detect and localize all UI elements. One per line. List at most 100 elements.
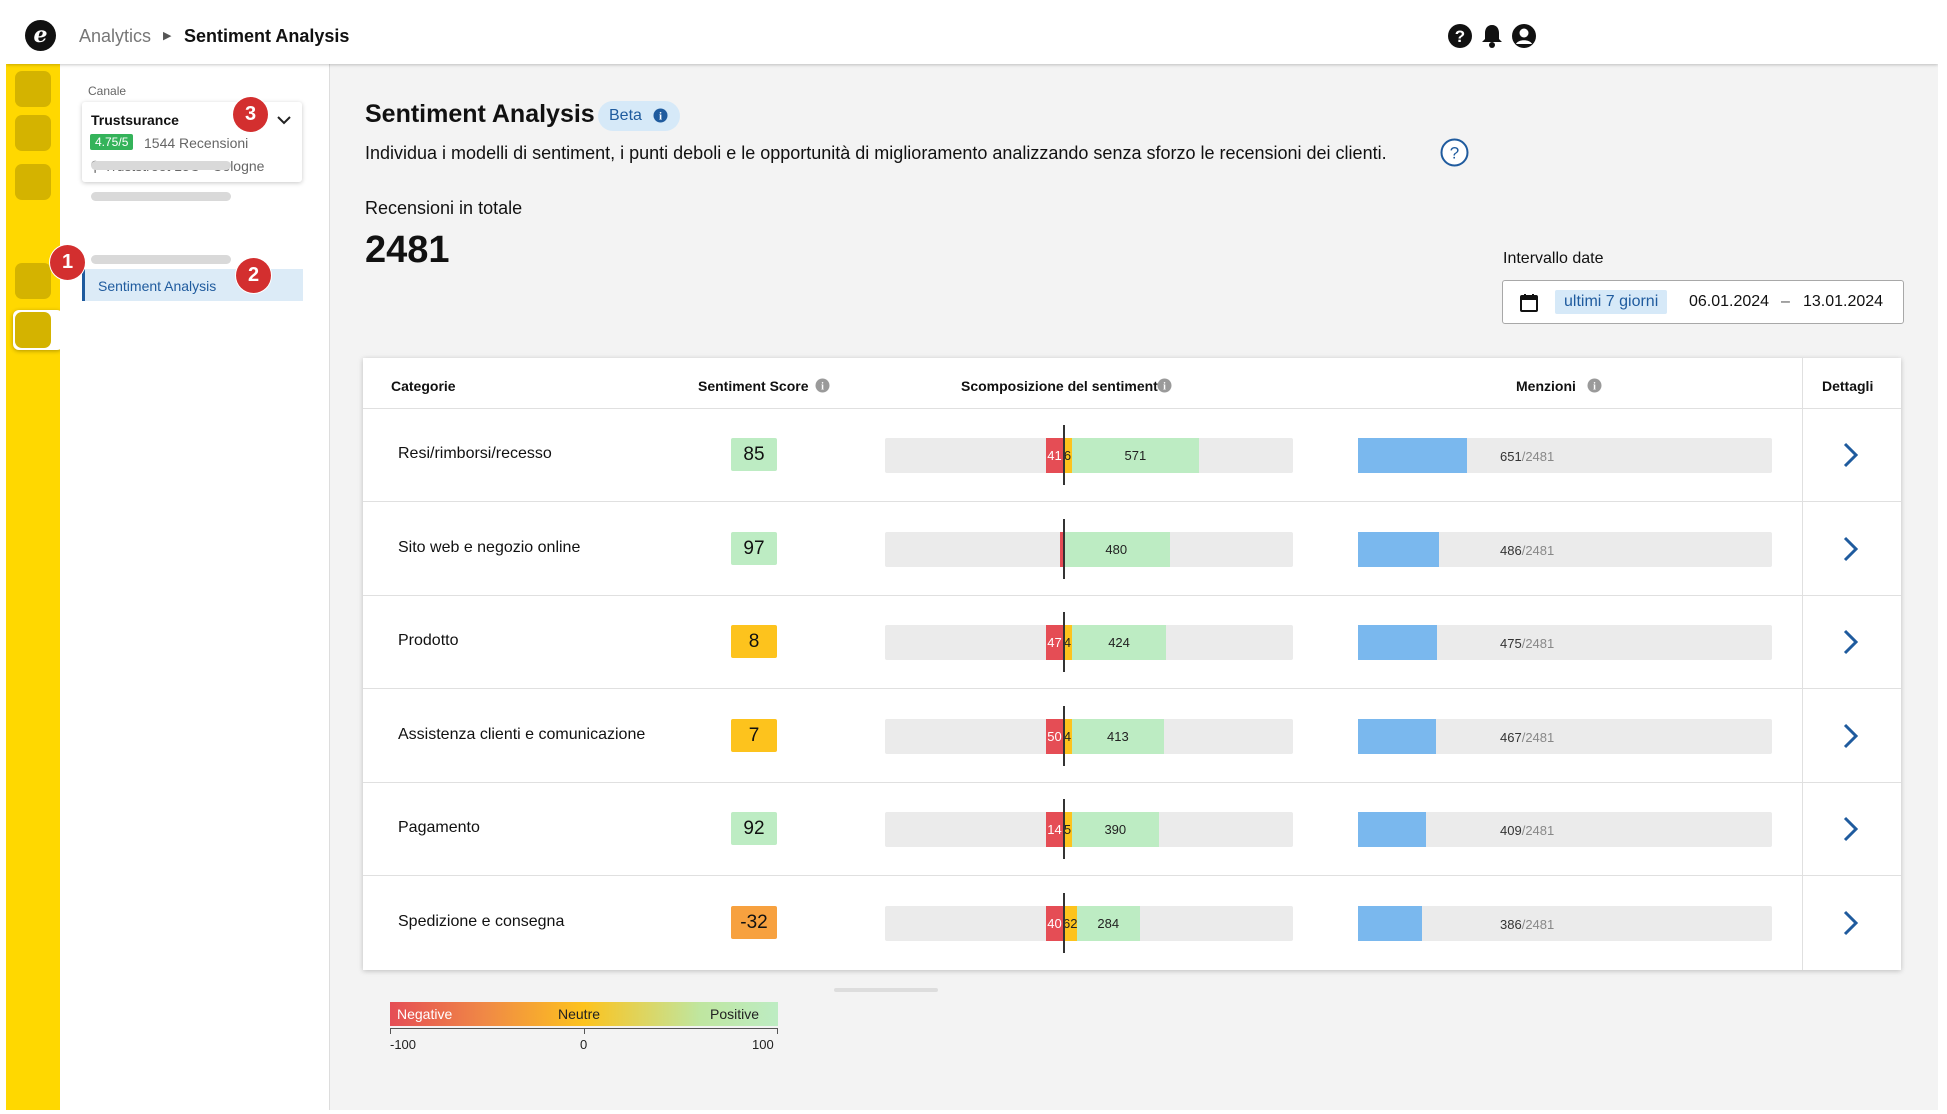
mentions-count: 467 — [1500, 729, 1522, 745]
sentiment-legend: Negative Neutre Positive -100 0 100 — [390, 1002, 778, 1062]
mentions-value: 475/2481 — [1500, 636, 1554, 651]
info-icon[interactable]: i — [1587, 378, 1602, 393]
secondary-sidebar: Canale Trustsurance 4.75/5 1544 Recensio… — [60, 64, 330, 1110]
mentions-total: /2481 — [1521, 823, 1555, 838]
total-reviews-value: 2481 — [365, 229, 450, 271]
svg-text:i: i — [1163, 382, 1166, 393]
sentiment-score-badge: 85 — [731, 438, 777, 471]
nav-item-placeholder[interactable] — [91, 161, 231, 170]
mentions-total-value: 2481 — [1525, 636, 1555, 651]
main-navigation-rail — [6, 64, 63, 1110]
zero-line — [1063, 799, 1065, 859]
mentions-total: /2481 — [1521, 636, 1555, 651]
chevron-right-icon[interactable] — [1840, 440, 1862, 470]
help-circle-icon[interactable]: ? — [1440, 138, 1469, 167]
table-row[interactable]: Spedizione e consegna -32 40 62 284 386/2481 — [363, 877, 1901, 970]
legend-positive: Positive — [710, 1006, 760, 1022]
mentions-total-value: 2481 — [1525, 449, 1555, 464]
mentions-value: 486/2481 — [1500, 543, 1554, 558]
legend-tick — [390, 1028, 391, 1034]
help-icon[interactable]: ? — [1447, 23, 1473, 49]
nav-item-placeholder[interactable] — [91, 255, 231, 264]
table-row[interactable]: Sito web e negozio online 97 480 486/2481 — [363, 503, 1901, 596]
mentions-count: 486 — [1500, 542, 1522, 558]
legend-min: -100 — [390, 1037, 417, 1052]
nav-placeholder-3[interactable] — [15, 164, 51, 200]
neutral-segment: 4 — [1063, 625, 1072, 660]
mentions-total: /2481 — [1521, 449, 1555, 464]
sentiment-score-badge: 97 — [731, 531, 777, 565]
mentions-count: 475 — [1500, 636, 1522, 651]
page-title: Sentiment Analysis — [365, 100, 595, 128]
chevron-down-icon[interactable] — [276, 112, 292, 128]
date-separator: – — [1781, 293, 1790, 310]
column-header-score: Sentiment Score — [698, 378, 809, 394]
info-icon[interactable]: i — [653, 108, 668, 123]
step-badge-3: 3 — [233, 97, 268, 132]
table-row[interactable]: Resi/rimborsi/recesso 85 41 6 571 651/2481 — [363, 409, 1901, 502]
legend-neutral: Neutre — [558, 1006, 601, 1022]
beta-badge[interactable]: Beta i — [598, 101, 680, 131]
svg-text:i: i — [659, 111, 662, 123]
table-scrollbar[interactable] — [834, 988, 938, 992]
column-header-details: Dettagli — [1822, 378, 1874, 394]
beta-label: Beta — [609, 107, 642, 124]
channel-selector[interactable]: Trustsurance 4.75/5 1544 Recensioni ⚲ Tr… — [82, 102, 302, 182]
bell-icon[interactable] — [1479, 23, 1505, 49]
mentions-fill — [1358, 812, 1426, 847]
zero-line — [1063, 892, 1065, 953]
top-bar: e Analytics ▶ Sentiment Analysis ? — [6, 4, 1938, 64]
column-header-breakdown: Scomposizione del sentiment — [961, 378, 1158, 394]
nav-placeholder-1[interactable] — [15, 71, 51, 107]
mentions-total: /2481 — [1521, 729, 1555, 745]
canale-label: Canale — [88, 84, 127, 98]
sentiment-table: Categorie Sentiment Score i Scomposizion… — [363, 358, 1901, 970]
legend-tick — [584, 1028, 585, 1034]
mentions-value: 409/2481 — [1500, 823, 1554, 838]
nav-placeholder-4[interactable] — [15, 263, 51, 299]
mentions-track — [1358, 905, 1772, 941]
svg-text:i: i — [1593, 382, 1596, 393]
chevron-right-icon[interactable] — [1840, 814, 1862, 844]
app-logo[interactable]: e — [25, 20, 56, 51]
table-row[interactable]: Pagamento 92 14 5 390 409/2481 — [363, 783, 1901, 876]
positive-segment: 424 — [1072, 625, 1167, 660]
mentions-value: 651/2481 — [1500, 449, 1554, 464]
chevron-right-icon[interactable] — [1840, 534, 1862, 564]
chevron-right-icon[interactable] — [1840, 627, 1862, 657]
category-name: Pagamento — [398, 819, 480, 836]
mentions-total: /2481 — [1521, 542, 1555, 558]
zero-line — [1063, 425, 1065, 485]
date-range-label: Intervallo date — [1503, 250, 1604, 267]
neutral-segment: 4 — [1063, 718, 1072, 754]
sentiment-score-badge: 92 — [731, 812, 777, 845]
account-icon[interactable] — [1511, 23, 1537, 49]
nav-placeholder-5[interactable] — [15, 312, 51, 348]
chevron-right-icon[interactable] — [1840, 908, 1862, 938]
chevron-right-icon[interactable] — [1840, 721, 1862, 751]
nav-placeholder-2[interactable] — [15, 115, 51, 151]
table-row[interactable]: Assistenza clienti e comunicazione 7 50 4 41… — [363, 690, 1901, 783]
table-row[interactable]: Prodotto 8 47 4 424 475/2481 — [363, 596, 1901, 689]
mentions-total-value: 2481 — [1525, 823, 1555, 838]
mentions-count: 386 — [1500, 916, 1522, 932]
positive-segment: 413 — [1072, 718, 1164, 754]
legend-mid: 0 — [580, 1037, 588, 1052]
info-icon[interactable]: i — [1157, 378, 1172, 393]
breadcrumb-analytics[interactable]: Analytics — [79, 26, 152, 46]
zero-line — [1063, 705, 1065, 766]
date-range-picker[interactable]: ultimi 7 giorni 06.01.2024 – 13.01.2024 — [1502, 280, 1904, 324]
breadcrumb-separator-icon: ▶ — [163, 30, 172, 42]
sentiment-score-badge: 7 — [731, 718, 777, 752]
nav-item-placeholder[interactable] — [91, 192, 231, 201]
sentiment-score-badge: 8 — [731, 625, 777, 658]
info-icon[interactable]: i — [815, 378, 830, 393]
neutral-segment: 6 — [1063, 438, 1072, 473]
date-preset-chip[interactable]: ultimi 7 giorni — [1555, 290, 1668, 314]
channel-reviews-count: 1544 Recensioni — [144, 135, 249, 151]
mentions-total-value: 2481 — [1525, 916, 1555, 932]
mentions-count: 409 — [1500, 823, 1522, 838]
column-header-categories: Categorie — [391, 378, 456, 394]
negative-segment: 50 — [1046, 718, 1063, 754]
mentions-track — [1358, 812, 1772, 847]
